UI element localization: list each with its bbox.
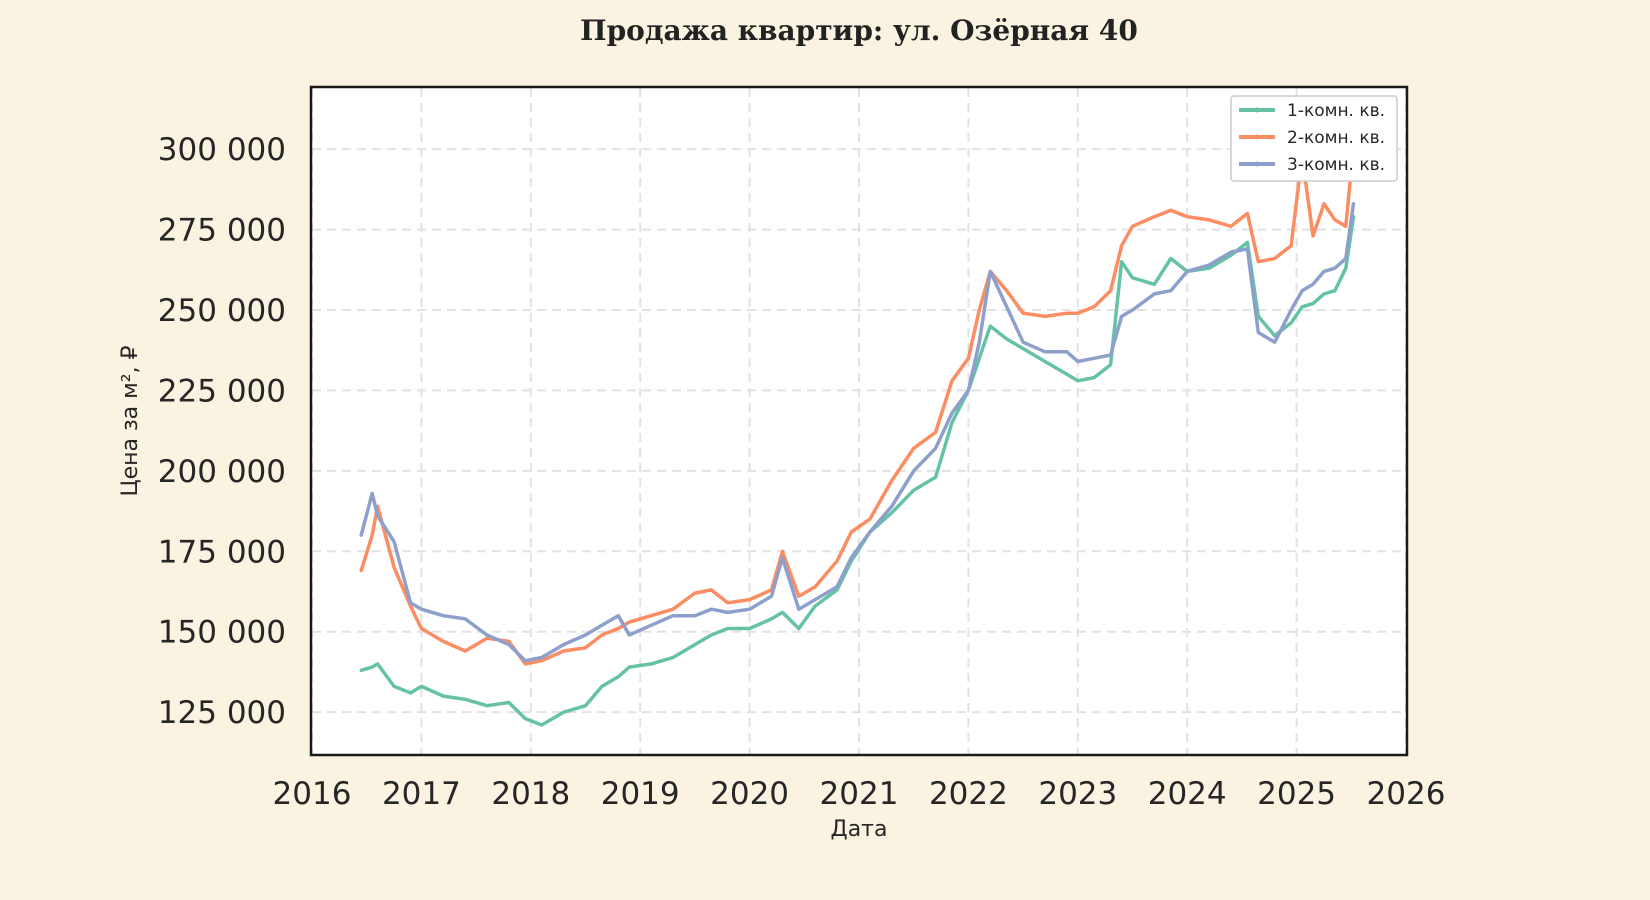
series-layer — [359, 144, 1356, 727]
x-tick-label: 2022 — [929, 776, 1008, 812]
y-tick-label: 300 000 — [158, 132, 286, 168]
x-tick-label: 2021 — [820, 776, 899, 812]
x-tick-label: 2025 — [1257, 776, 1336, 812]
y-tick-label: 225 000 — [158, 373, 286, 409]
legend-marker-2 — [1254, 134, 1260, 140]
legend-box — [1230, 95, 1398, 182]
x-tick-label: 2017 — [382, 776, 461, 812]
x-tick-label: 2016 — [273, 776, 352, 812]
y-tick-label: 250 000 — [158, 293, 286, 329]
y-tick-label: 275 000 — [158, 213, 286, 249]
plot-frame — [309, 85, 1409, 757]
legend: 1-комн. кв. 2-комн. кв. 3-комн. кв. — [1230, 95, 1398, 182]
chart-title: Продажа квартир: ул. Озёрная 40 — [580, 14, 1138, 47]
legend-label-1: 1-комн. кв. — [1287, 101, 1385, 121]
series-line-2 — [359, 144, 1356, 666]
x-tick-label: 2023 — [1038, 776, 1117, 812]
legend-label-2: 2-комн. кв. — [1287, 128, 1385, 148]
x-tick-label: 2018 — [491, 776, 570, 812]
y-tick-label: 150 000 — [158, 615, 286, 651]
y-axis-label: Цена за м², ₽ — [118, 345, 143, 496]
legend-marker-1 — [1254, 107, 1260, 113]
series-line-1 — [359, 214, 1356, 727]
x-axis-ticks: 2016 2017 2018 2019 2020 2021 2022 2023 2024 2025… — [273, 776, 1446, 812]
x-tick-label: 2019 — [601, 776, 680, 812]
x-axis-label: Дата — [831, 817, 888, 842]
series-line-3 — [359, 202, 1356, 663]
y-tick-label: 125 000 — [158, 695, 286, 731]
y-axis-ticks: 125 000 150 000 175 000 200 000 225 000 250 0… — [158, 132, 286, 731]
x-tick-label: 2026 — [1367, 776, 1446, 812]
x-tick-label: 2020 — [710, 776, 789, 812]
legend-label-3: 3-комн. кв. — [1287, 155, 1385, 175]
legend-marker-3 — [1254, 161, 1260, 167]
line-chart: Продажа квартир: ул. Озёрная 40 2016 2017… — [118, 14, 1446, 842]
y-tick-label: 175 000 — [158, 534, 286, 570]
y-tick-label: 200 000 — [158, 454, 286, 490]
x-tick-label: 2024 — [1148, 776, 1227, 812]
